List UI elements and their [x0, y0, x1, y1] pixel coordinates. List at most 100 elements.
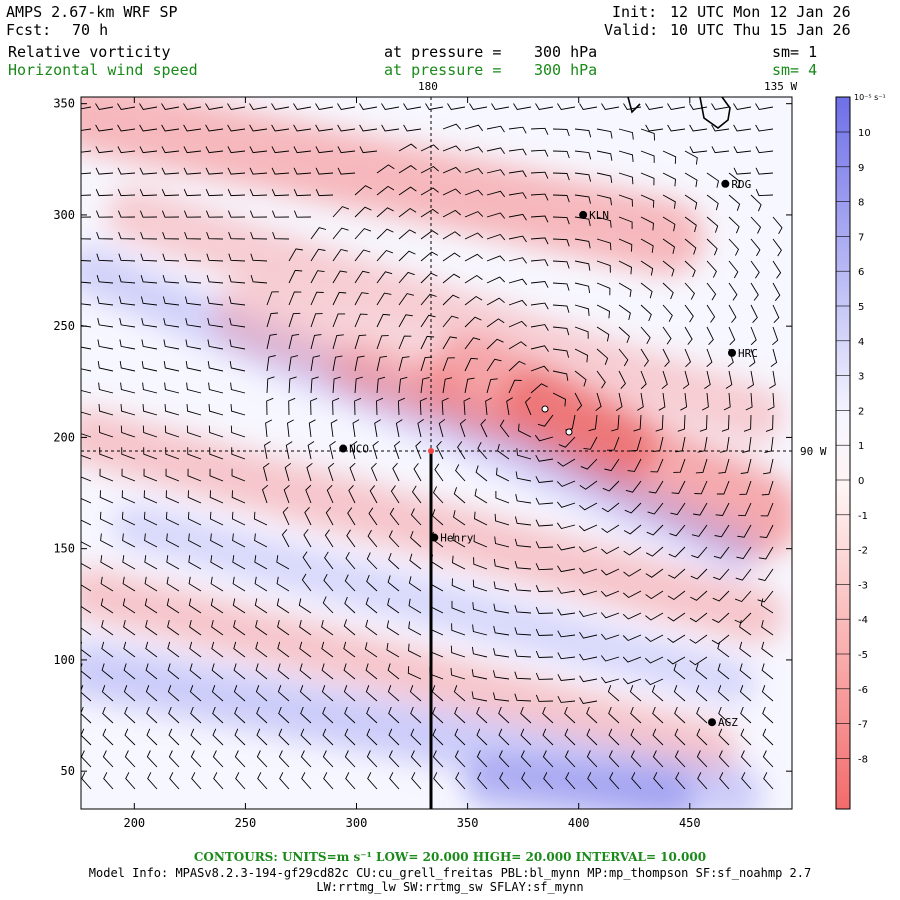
wind-barb — [596, 304, 610, 319]
wind-barb — [596, 260, 611, 273]
wind-barb — [739, 663, 752, 680]
wind-barb — [81, 238, 92, 240]
wind-barb — [552, 238, 570, 247]
wind-barb — [143, 447, 158, 460]
wind-barb — [579, 103, 598, 110]
wind-barb — [579, 632, 598, 639]
colorbar-label: 1 — [858, 441, 864, 452]
wind-barb — [442, 188, 462, 196]
wind-barb — [271, 210, 290, 218]
wind-barb — [770, 348, 778, 367]
wind-barb — [493, 558, 510, 570]
wind-barb — [299, 685, 312, 702]
wind-barb — [210, 533, 224, 548]
wind-barb — [600, 590, 620, 597]
vorticity-band — [501, 371, 657, 482]
wind-barb — [184, 253, 202, 262]
wind-barb — [740, 750, 752, 768]
x-tick-label: 200 — [123, 816, 145, 830]
wind-barb — [121, 511, 136, 526]
wind-barb — [514, 671, 532, 680]
wind-barb — [161, 103, 180, 110]
wind-barb — [434, 463, 444, 482]
wind-barb — [163, 361, 180, 372]
wind-barb — [758, 546, 774, 560]
wind-barb — [288, 291, 302, 306]
wind-barbs — [81, 103, 783, 790]
wind-barb — [308, 419, 316, 438]
wind-barb — [508, 320, 528, 328]
wind-barb — [403, 124, 422, 132]
wind-barb — [205, 124, 224, 132]
wind-barb — [301, 573, 312, 592]
wind-barb — [100, 533, 114, 548]
wind-barb — [471, 691, 488, 702]
wind-barb — [498, 706, 510, 724]
wind-barb — [530, 259, 549, 267]
wind-barb — [95, 146, 114, 154]
wind-barb — [486, 233, 506, 241]
wind-barb — [332, 291, 347, 306]
wind-barb — [288, 333, 300, 350]
wind-barb — [690, 568, 708, 580]
wind-barb — [514, 516, 532, 526]
y-tick-label: 350 — [53, 97, 75, 111]
lon-label-90w: 90 W — [800, 445, 827, 458]
wind-barb — [494, 513, 510, 526]
wind-barb — [473, 557, 488, 570]
y-tick-label: 50 — [61, 764, 75, 778]
wind-barb — [718, 458, 730, 474]
wind-barb — [366, 552, 378, 570]
wind-barb — [749, 348, 756, 368]
wind-barb — [162, 274, 180, 284]
wind-barb — [411, 485, 422, 504]
wind-barb — [441, 397, 449, 416]
wind-barb — [230, 382, 246, 394]
wind-barb — [124, 706, 136, 724]
wind-barb — [142, 404, 158, 416]
model-info-2: LW:rrtmg_lw SW:rrtmg_sw SFLAY:sf_mynn — [316, 880, 584, 894]
wind-barb — [266, 312, 279, 328]
wind-barb — [760, 598, 774, 614]
wind-barb — [491, 103, 510, 110]
wind-barb — [667, 124, 686, 132]
wind-barb — [717, 663, 730, 680]
wind-barb — [728, 238, 740, 256]
wind-barb — [99, 511, 114, 526]
wind-barb — [231, 447, 246, 460]
wind-barb — [728, 172, 741, 189]
wind-barb — [476, 750, 488, 768]
wind-barb — [574, 172, 592, 182]
wind-barb — [165, 490, 180, 504]
wind-barb — [293, 146, 312, 154]
wind-barb — [283, 484, 290, 504]
wind-barb — [168, 706, 180, 724]
wind-barb — [618, 172, 634, 185]
wind-barb — [187, 447, 202, 460]
wind-barb — [118, 231, 136, 240]
wind-barb — [117, 210, 136, 218]
wind-barb — [332, 313, 346, 328]
wind-barb — [343, 619, 356, 636]
wind-barb — [310, 227, 327, 240]
wind-barb — [212, 750, 224, 768]
svg-text:NCO: NCO — [349, 443, 369, 456]
wind-barb — [442, 252, 461, 262]
wind-barb — [354, 249, 371, 262]
wind-barb — [420, 314, 436, 328]
wind-barb — [622, 678, 642, 685]
wind-barb — [261, 484, 269, 504]
wind-barb — [288, 376, 297, 394]
wind-barb — [496, 467, 510, 482]
wind-barb — [432, 750, 444, 768]
wind-barb — [640, 260, 654, 276]
wind-barb — [739, 685, 752, 702]
wind-barb — [81, 562, 92, 570]
wind-barb — [586, 706, 598, 724]
wind-barb — [227, 167, 246, 175]
wind-barb — [117, 167, 136, 175]
wind-barb — [579, 675, 598, 683]
wind-barb — [310, 270, 325, 284]
wind-barb — [166, 598, 180, 614]
wind-barb — [343, 685, 356, 702]
